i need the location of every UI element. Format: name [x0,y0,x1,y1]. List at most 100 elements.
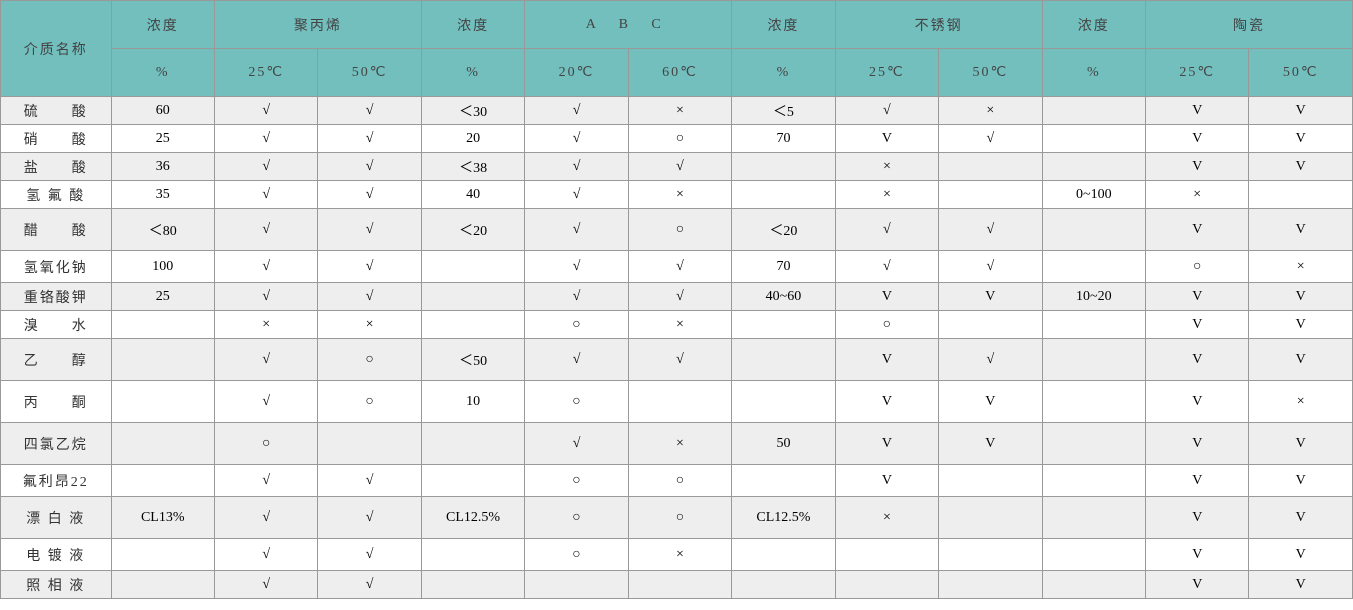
cell: V [835,381,938,423]
cell: V [835,339,938,381]
cell: √ [214,539,317,571]
cell [111,381,214,423]
cell: √ [318,539,421,571]
cell: √ [214,381,317,423]
row-label: 硝 酸 [1,125,112,153]
table-row: 丙 酮√○10○VVV× [1,381,1353,423]
cell: √ [214,209,317,251]
cell: √ [939,125,1042,153]
cell: × [1249,381,1353,423]
cell: V [835,125,938,153]
cell: V [835,283,938,311]
header-ceramic: 陶瓷 [1146,1,1353,49]
cell: √ [835,209,938,251]
cell [732,339,835,381]
cell [1042,125,1145,153]
cell: 25 [111,283,214,311]
cell: √ [525,423,628,465]
cell: V [1146,539,1249,571]
cell: √ [525,339,628,381]
cell [1042,497,1145,539]
header-ss-50c: 50℃ [939,49,1042,97]
cell: √ [318,153,421,181]
cell: × [1249,251,1353,283]
cell: ＜38 [421,153,524,181]
cell: √ [525,283,628,311]
cell [732,539,835,571]
cell: √ [318,465,421,497]
cell: √ [214,465,317,497]
header-pct-1: % [111,49,214,97]
row-label: 氟利昂22 [1,465,112,497]
table-row: 乙 醇√○＜50√√V√VV [1,339,1353,381]
cell: √ [214,339,317,381]
cell: × [318,311,421,339]
cell [939,465,1042,497]
cell: √ [214,571,317,599]
header-pct-3: % [732,49,835,97]
cell: V [835,423,938,465]
row-label: 氢氧化钠 [1,251,112,283]
cell: ○ [835,311,938,339]
cell: ＜30 [421,97,524,125]
cell: ○ [628,209,731,251]
cell: √ [318,571,421,599]
cell: √ [525,181,628,209]
cell: √ [628,251,731,283]
cell: ＜80 [111,209,214,251]
cell: ○ [1146,251,1249,283]
cell [1042,311,1145,339]
table-row: 照 相 液√√VV [1,571,1353,599]
cell [1042,209,1145,251]
header-media-name: 介质名称 [1,1,112,97]
cell: V [939,423,1042,465]
cell: V [1146,153,1249,181]
cell: ＜20 [732,209,835,251]
cell [1249,181,1353,209]
cell [318,423,421,465]
cell [421,423,524,465]
cell: ○ [628,125,731,153]
cell: V [1249,311,1353,339]
cell: V [835,465,938,497]
table-row: 醋 酸＜80√√＜20√○＜20√√VV [1,209,1353,251]
cell: √ [939,209,1042,251]
cell: ○ [628,497,731,539]
cell: × [835,181,938,209]
cell: √ [318,283,421,311]
cell: √ [214,153,317,181]
cell: √ [318,497,421,539]
cell: 60 [111,97,214,125]
header-stainless: 不锈钢 [835,1,1042,49]
cell: 0~100 [1042,181,1145,209]
cell [939,181,1042,209]
cell: √ [628,153,731,181]
cell [835,571,938,599]
cell: ○ [214,423,317,465]
cell: √ [525,125,628,153]
cell: × [628,311,731,339]
row-label: 四氯乙烷 [1,423,112,465]
cell: V [1146,571,1249,599]
cell: V [1146,209,1249,251]
cell: V [1146,125,1249,153]
row-label: 醋 酸 [1,209,112,251]
row-label: 盐 酸 [1,153,112,181]
cell [111,465,214,497]
cell [628,571,731,599]
table-row: 硫 酸60√√＜30√×＜5√×VV [1,97,1353,125]
header-pct-4: % [1042,49,1145,97]
cell: V [1249,153,1353,181]
table-row: 硝 酸25√√20√○70V√VV [1,125,1353,153]
row-label: 乙 醇 [1,339,112,381]
cell: × [628,181,731,209]
cell: V [939,283,1042,311]
cell [939,539,1042,571]
cell: × [628,423,731,465]
cell [421,539,524,571]
cell: √ [214,497,317,539]
cell: ○ [628,465,731,497]
cell: V [1146,381,1249,423]
cell [111,339,214,381]
cell: 10~20 [1042,283,1145,311]
